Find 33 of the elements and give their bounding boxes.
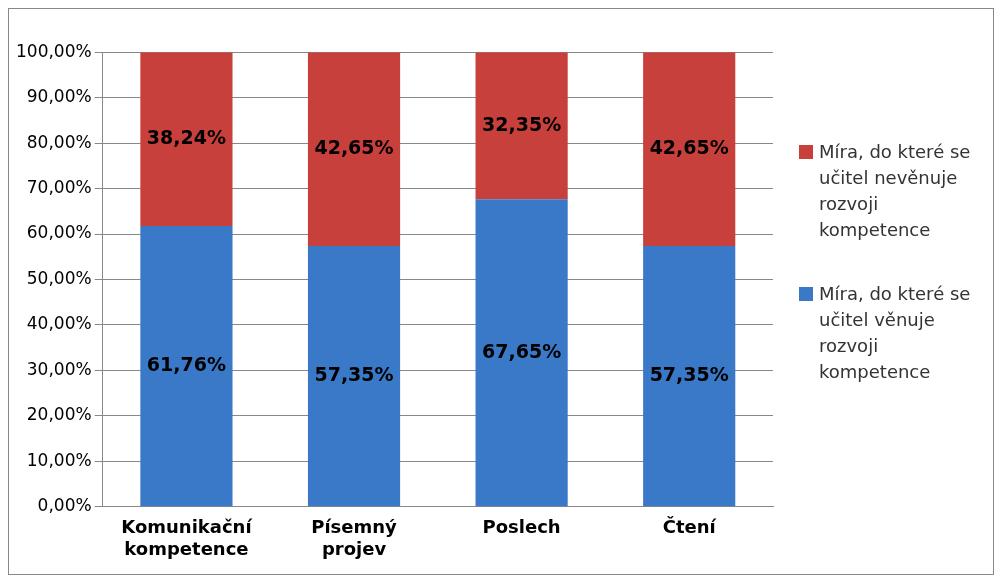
y-tick-label: 30,00% [26, 358, 92, 379]
y-tick-label: 40,00% [26, 313, 92, 334]
bar [643, 246, 736, 507]
data-label: 38,24% [146, 126, 226, 149]
legend-label: Míra, do které se učitel nevěnuje rozvoji kompetence [819, 140, 972, 242]
data-label: 57,35% [649, 363, 729, 386]
bar [140, 226, 233, 507]
y-tick-label: 60,00% [26, 222, 92, 243]
bar [475, 52, 568, 200]
bar [307, 246, 401, 507]
data-label: 32,35% [482, 112, 562, 135]
data-label: 42,65% [649, 136, 729, 159]
bar [475, 199, 568, 507]
legend-label: Míra, do které se učitel věnuje rozvoji kompetence [819, 282, 972, 384]
x-tick-label: Čtení [662, 516, 717, 538]
bar [307, 52, 401, 247]
y-tick-label: 90,00% [26, 86, 92, 107]
data-label: 61,76% [146, 353, 226, 376]
y-tick-label: 20,00% [26, 404, 92, 425]
bar [140, 52, 233, 227]
x-tick-label: Poslech [482, 516, 561, 538]
data-label: 67,65% [482, 339, 562, 362]
y-tick-label: 0,00% [37, 495, 92, 516]
y-tick-label: 80,00% [26, 131, 92, 152]
x-tick-label: Písemný projev [311, 516, 398, 559]
data-label: 42,65% [314, 136, 394, 159]
data-label: 57,35% [314, 363, 394, 386]
y-tick-label: 100,00% [16, 40, 92, 61]
y-tick-label: 10,00% [26, 449, 92, 470]
y-tick-label: 50,00% [26, 267, 92, 288]
bar [643, 52, 736, 247]
y-tick-label: 70,00% [26, 177, 92, 197]
x-tick-label: Komunikační kompetence [121, 516, 253, 559]
